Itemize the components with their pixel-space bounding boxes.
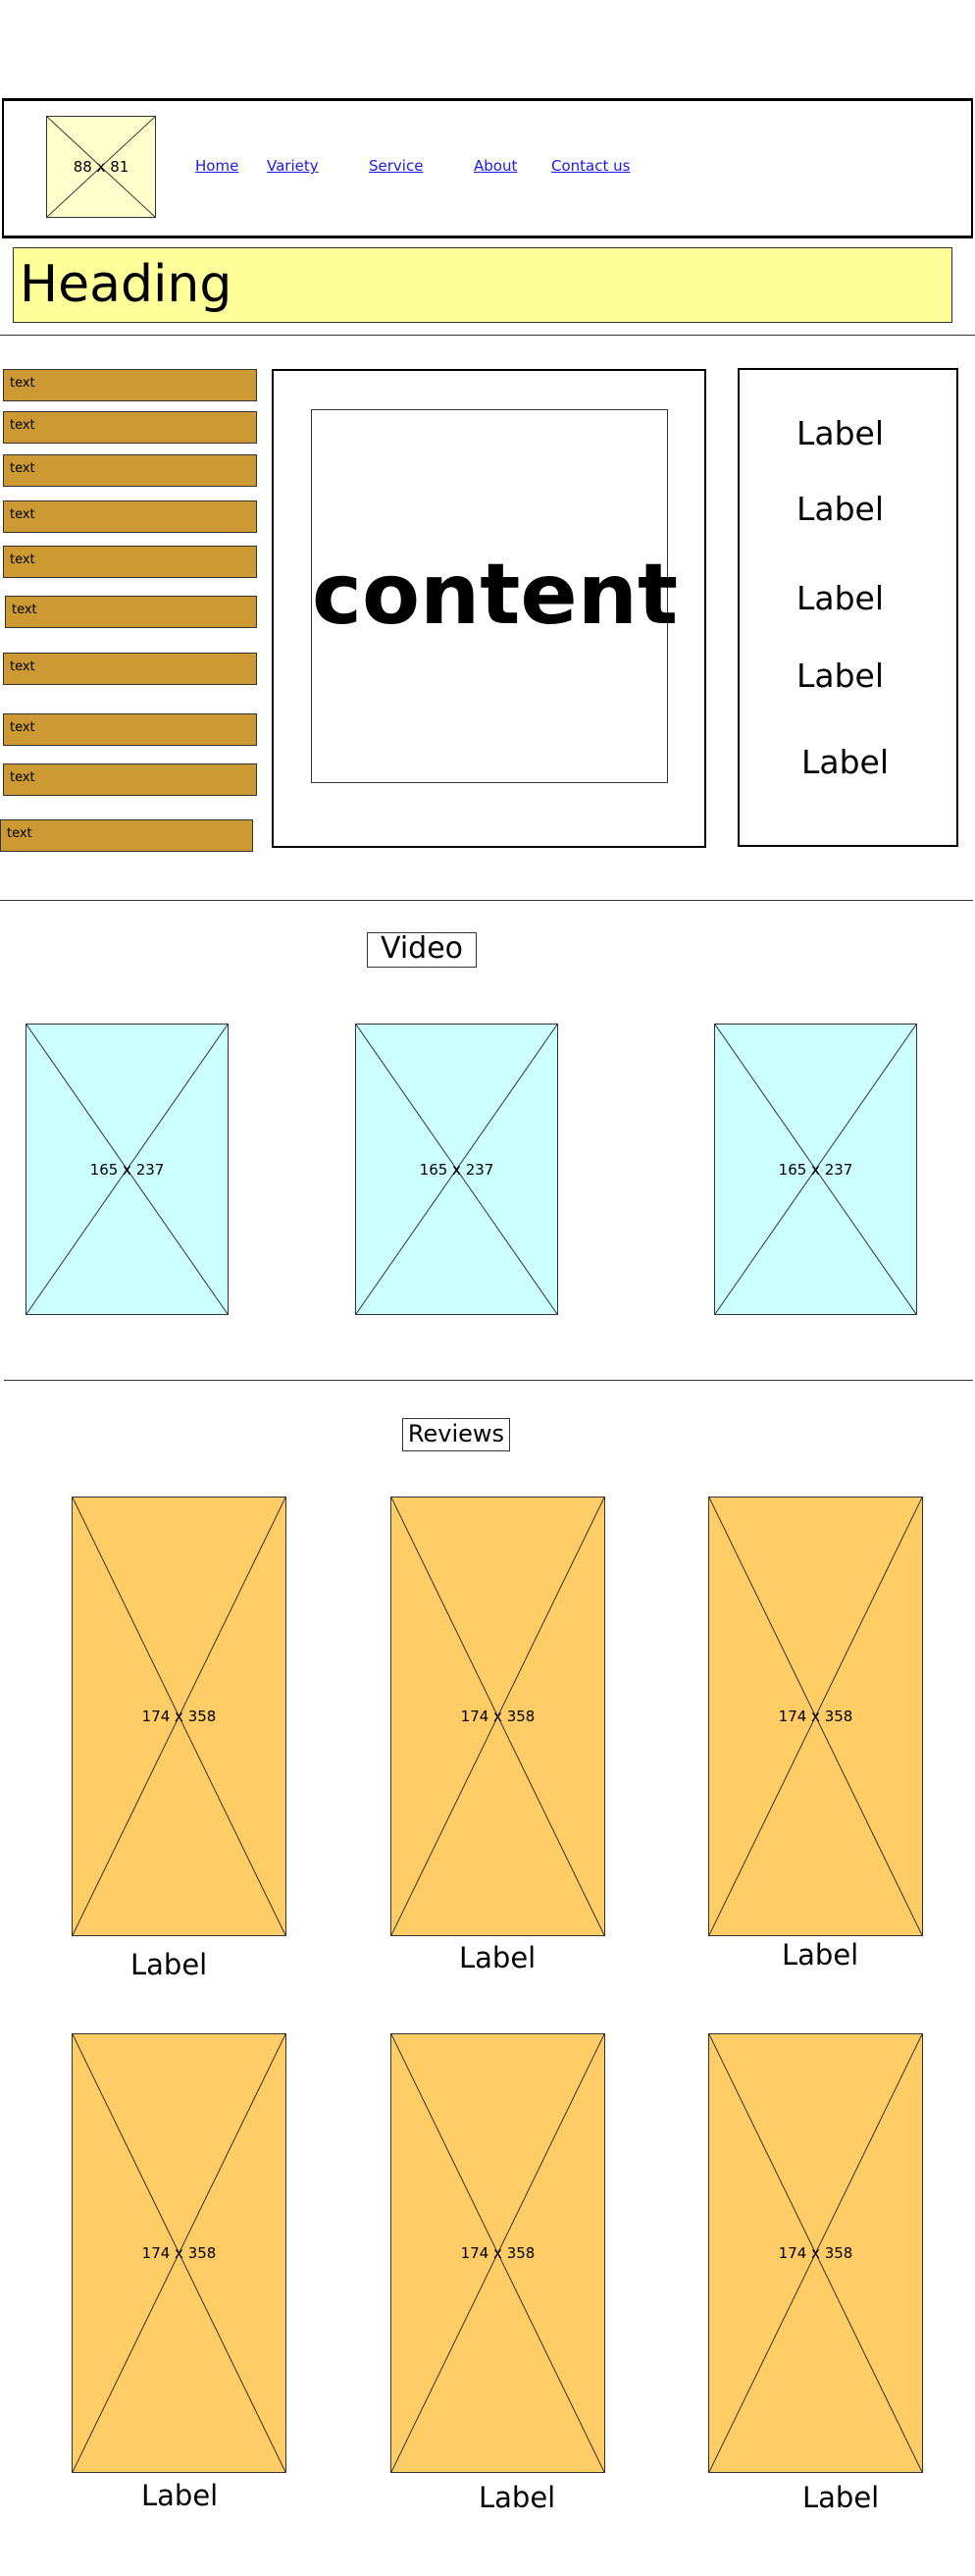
placeholder-cross-icon bbox=[73, 1498, 285, 1935]
sidebar-item[interactable]: text bbox=[3, 713, 257, 746]
nav-link-contact-us[interactable]: Contact us bbox=[551, 157, 631, 175]
review-placeholder[interactable]: 174 x 358 bbox=[390, 1497, 605, 1936]
content-panel bbox=[272, 369, 706, 848]
review-size-label: 174 x 358 bbox=[460, 2244, 536, 2262]
divider bbox=[0, 900, 973, 901]
review-placeholder[interactable]: 174 x 358 bbox=[72, 2033, 286, 2473]
sidebar-item[interactable]: text bbox=[3, 411, 257, 444]
review-size-label: 174 x 358 bbox=[141, 2244, 217, 2262]
nav-link-about[interactable]: About bbox=[474, 157, 518, 175]
divider bbox=[0, 335, 975, 336]
review-size-label: 174 x 358 bbox=[778, 2244, 853, 2262]
nav-link-variety[interactable]: Variety bbox=[267, 157, 319, 175]
sidebar-item[interactable]: text bbox=[3, 763, 257, 796]
panel-label: Label bbox=[796, 490, 885, 528]
divider bbox=[4, 1380, 973, 1381]
panel-label: Label bbox=[796, 657, 885, 695]
panel-label: Label bbox=[796, 414, 885, 452]
sidebar-item[interactable]: text bbox=[0, 819, 253, 852]
nav-link-home[interactable]: Home bbox=[195, 157, 239, 175]
review-label: Label bbox=[479, 2481, 556, 2514]
placeholder-cross-icon bbox=[709, 2034, 922, 2472]
review-size-label: 174 x 358 bbox=[460, 1708, 536, 1725]
content-area: content bbox=[311, 409, 679, 783]
heading-banner: Heading bbox=[13, 247, 952, 323]
reviews-section-title: Reviews bbox=[402, 1418, 510, 1451]
page-heading: Heading bbox=[20, 255, 232, 314]
label-panel bbox=[738, 368, 958, 847]
review-label: Label bbox=[802, 2481, 880, 2514]
placeholder-cross-icon bbox=[391, 1498, 604, 1935]
video-size-label: 165 x 237 bbox=[778, 1160, 853, 1179]
sidebar-item[interactable]: text bbox=[3, 369, 257, 401]
video-placeholder[interactable]: 165 x 237 bbox=[355, 1024, 558, 1315]
placeholder-cross-icon bbox=[26, 1025, 228, 1314]
video-size-label: 165 x 237 bbox=[89, 1160, 165, 1179]
video-placeholder[interactable]: 165 x 237 bbox=[714, 1024, 917, 1315]
panel-label: Label bbox=[796, 579, 885, 617]
header bbox=[2, 98, 973, 238]
logo-image-placeholder: 88 x 81 bbox=[46, 116, 156, 218]
sidebar-item[interactable]: text bbox=[5, 596, 257, 628]
sidebar-item[interactable]: text bbox=[3, 500, 257, 533]
sidebar-item[interactable]: text bbox=[3, 546, 257, 578]
video-section-title: Video bbox=[367, 932, 477, 968]
placeholder-cross-icon bbox=[715, 1025, 916, 1314]
review-label: Label bbox=[782, 1938, 859, 1971]
video-placeholder[interactable]: 165 x 237 bbox=[26, 1024, 229, 1315]
review-placeholder[interactable]: 174 x 358 bbox=[708, 2033, 923, 2473]
placeholder-cross-icon bbox=[356, 1025, 557, 1314]
review-label: Label bbox=[141, 2479, 219, 2512]
review-size-label: 174 x 358 bbox=[141, 1708, 217, 1725]
placeholder-cross-icon bbox=[709, 1498, 922, 1935]
review-label: Label bbox=[459, 1941, 537, 1974]
panel-label: Label bbox=[801, 743, 890, 781]
video-size-label: 165 x 237 bbox=[419, 1160, 494, 1179]
review-placeholder[interactable]: 174 x 358 bbox=[72, 1497, 286, 1936]
logo-size-label: 88 x 81 bbox=[73, 158, 129, 176]
review-placeholder[interactable]: 174 x 358 bbox=[708, 1497, 923, 1936]
placeholder-cross-icon bbox=[391, 2034, 604, 2472]
content-text: content bbox=[312, 546, 679, 644]
placeholder-cross-icon bbox=[47, 117, 155, 217]
sidebar-item[interactable]: text bbox=[3, 454, 257, 487]
review-placeholder[interactable]: 174 x 358 bbox=[390, 2033, 605, 2473]
review-size-label: 174 x 358 bbox=[778, 1708, 853, 1725]
placeholder-cross-icon bbox=[73, 2034, 285, 2472]
nav-link-service[interactable]: Service bbox=[369, 157, 424, 175]
review-label: Label bbox=[130, 1948, 208, 1981]
sidebar-item[interactable]: text bbox=[3, 653, 257, 685]
